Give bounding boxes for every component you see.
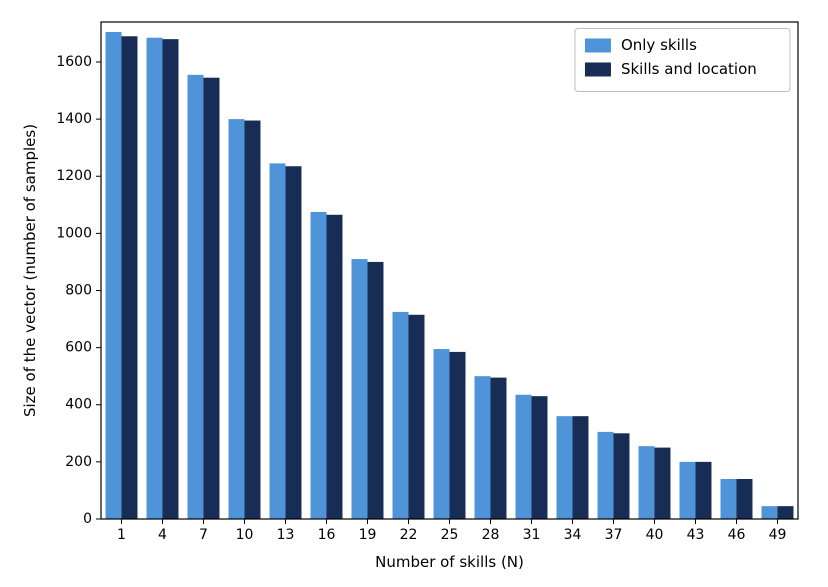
bar [270,163,286,519]
x-tick-label: 31 [523,527,541,543]
bar [573,416,589,519]
bar [188,75,204,519]
y-tick-label: 1400 [56,111,92,127]
y-tick-label: 1000 [56,225,92,241]
bar [696,462,712,519]
bar [491,378,507,519]
bar [450,352,466,519]
y-tick-label: 600 [65,340,92,356]
legend-swatch [585,38,611,52]
x-tick-label: 43 [687,527,705,543]
x-tick-label: 13 [277,527,295,543]
bar [204,78,220,519]
bar [409,315,425,519]
bar [516,395,532,519]
y-tick-label: 200 [65,454,92,470]
x-tick-label: 19 [359,527,377,543]
x-tick-label: 7 [199,527,208,543]
x-tick-label: 37 [605,527,623,543]
bar [557,416,573,519]
y-axis-label: Size of the vector (number of samples) [21,124,39,417]
y-tick-label: 0 [83,511,92,527]
bar [229,119,245,519]
x-tick-label: 1 [117,527,126,543]
x-tick-label: 4 [158,527,167,543]
bar [639,446,655,519]
x-tick-label: 46 [728,527,746,543]
x-tick-label: 16 [318,527,336,543]
bar [680,462,696,519]
bar [762,506,778,519]
legend-label: Only skills [621,36,697,54]
y-tick-label: 800 [65,282,92,298]
bar [245,121,261,519]
bar [434,349,450,519]
bar [163,39,179,519]
x-tick-label: 28 [482,527,500,543]
x-tick-label: 49 [769,527,787,543]
bar [655,448,671,519]
y-tick-label: 1600 [56,54,92,70]
bar [598,432,614,519]
bar [368,262,384,519]
x-tick-label: 34 [564,527,582,543]
bar [286,166,302,519]
bar [721,479,737,519]
bar [393,312,409,519]
bar [475,376,491,519]
x-axis-label: Number of skills (N) [375,553,524,571]
x-tick-label: 25 [441,527,459,543]
legend-swatch [585,62,611,76]
bar [122,36,138,519]
bar [778,506,794,519]
chart-container: 0 200 400 600 800 1000 1200 1400 1600 1 4 7 10 13 16 19… [0,0,828,587]
x-tick-label: 40 [646,527,664,543]
bar [327,215,343,519]
y-tick-label: 400 [65,397,92,413]
bar-chart: 0 200 400 600 800 1000 1200 1400 1600 1 4 7 10 13 16 19… [0,0,828,587]
bar [311,212,327,519]
x-tick-label: 22 [400,527,418,543]
x-tick-label: 10 [236,527,254,543]
legend-label: Skills and location [621,60,757,78]
bar [532,396,548,519]
bar [106,32,122,519]
bar [352,259,368,519]
bar [737,479,753,519]
y-tick-label: 1200 [56,168,92,184]
bar [614,433,630,519]
bar [147,38,163,519]
